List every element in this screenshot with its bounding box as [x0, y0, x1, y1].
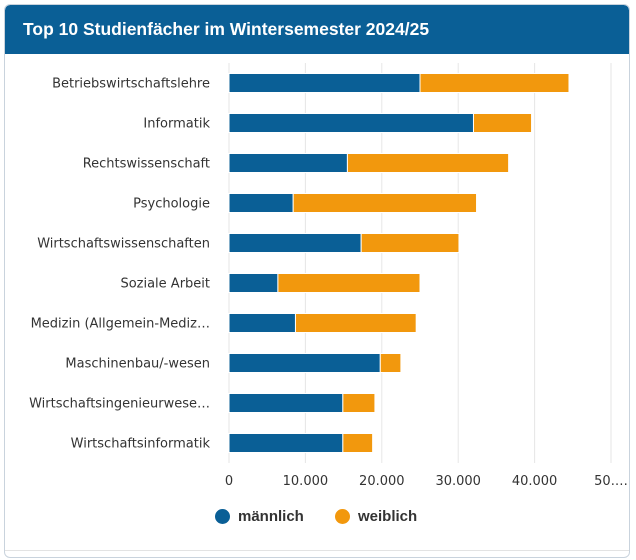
- x-tick-label: 0: [225, 474, 233, 489]
- legend-label-weiblich: weiblich: [358, 508, 418, 525]
- bar-maennlich: [228, 273, 279, 293]
- bar-chart: 0 10.000 20.000 30.000 40.000 50.… Betriebswir…: [29, 63, 628, 489]
- bar-weiblich: [277, 273, 421, 293]
- legend-item-maennlich[interactable]: männlich: [215, 508, 304, 525]
- category-label: Wirtschaftsinformatik: [71, 437, 211, 452]
- bar-maennlich: [228, 433, 344, 453]
- bar-maennlich: [228, 233, 362, 253]
- bar-maennlich: [228, 313, 296, 333]
- bar-weiblich: [292, 193, 478, 213]
- category-label: Psychologie: [133, 197, 210, 212]
- category-label: Informatik: [143, 117, 210, 132]
- bar-weiblich: [360, 233, 460, 253]
- category-label: Medizin (Allgemein-Mediz…: [31, 317, 210, 332]
- bar-weiblich: [342, 393, 376, 413]
- bar-weiblich: [419, 73, 570, 93]
- category-label: Wirtschaftswissenschaften: [37, 237, 210, 252]
- x-tick-label: 50.…: [594, 474, 628, 489]
- legend-item-weiblich[interactable]: weiblich: [335, 508, 417, 525]
- footer-divider: [5, 550, 629, 551]
- bar-weiblich: [342, 433, 374, 453]
- bar-maennlich: [228, 73, 421, 93]
- category-label: Wirtschaftsingenieurwese…: [29, 397, 210, 412]
- x-tick-label: 40.000: [512, 474, 558, 489]
- category-label: Soziale Arbeit: [120, 277, 210, 292]
- bar-weiblich: [379, 353, 402, 373]
- bar-weiblich: [294, 313, 417, 333]
- x-tick-label: 10.000: [283, 474, 329, 489]
- chart-header: Top 10 Studienfächer im Wintersemester 2…: [5, 5, 629, 54]
- chart-card: Top 10 Studienfächer im Wintersemester 2…: [4, 4, 630, 558]
- chart-title: Top 10 Studienfächer im Wintersemester 2…: [23, 19, 430, 39]
- x-tick-label: 30.000: [435, 474, 481, 489]
- chart-legend: männlich weiblich: [5, 508, 629, 532]
- bar-maennlich: [228, 393, 344, 413]
- bar-maennlich: [228, 353, 381, 373]
- bar-maennlich: [228, 153, 348, 173]
- bar-maennlich: [228, 193, 294, 213]
- bar-weiblich: [346, 153, 510, 173]
- category-label: Betriebswirtschaftslehre: [52, 77, 210, 92]
- legend-dot-weiblich: [335, 509, 350, 524]
- category-label: Maschinenbau/-wesen: [65, 357, 210, 372]
- legend-dot-maennlich: [215, 509, 230, 524]
- x-tick-label: 20.000: [359, 474, 405, 489]
- bar-maennlich: [228, 113, 474, 133]
- category-label: Rechtswissenschaft: [83, 157, 210, 172]
- bar-weiblich: [472, 113, 533, 133]
- legend-label-maennlich: männlich: [238, 508, 304, 525]
